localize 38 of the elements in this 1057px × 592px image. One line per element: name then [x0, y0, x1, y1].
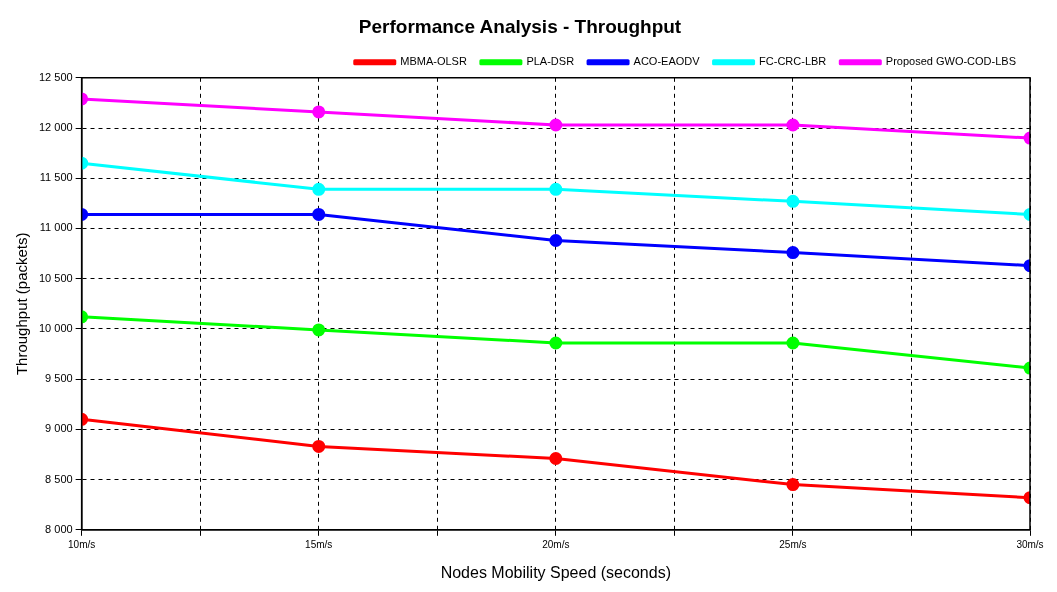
legend-label: MBMA-OLSR: [400, 55, 467, 68]
y-tick-label: 12 500: [38, 70, 73, 83]
point: [786, 118, 800, 132]
y-tick-label: 12 000: [38, 121, 73, 134]
point: [786, 336, 800, 350]
point: [549, 182, 563, 196]
x-tick-label: 10m/s: [68, 538, 96, 550]
y-tick-label: 9 500: [45, 372, 73, 385]
legend-label: ACO-EAODV: [633, 55, 701, 68]
legend-label: Proposed GWO-COD-LBS: [885, 55, 1016, 68]
point: [549, 451, 563, 465]
x-tick-label: 30m/s: [1016, 538, 1044, 550]
legend-label: FC-CRC-LBR: [759, 55, 827, 68]
point: [312, 439, 326, 453]
y-tick-label: 10 500: [38, 271, 73, 284]
y-tick-label: 10 000: [38, 321, 73, 334]
y-tick-label: 9 000: [45, 422, 73, 435]
point: [312, 105, 326, 119]
point: [312, 207, 326, 221]
point: [549, 234, 563, 248]
x-tick-label: 15m/s: [305, 538, 333, 550]
chart-title: Performance Analysis - Throughput: [358, 15, 682, 37]
y-axis-title: Throughput (packets): [13, 232, 31, 376]
y-tick-label: 11 500: [39, 171, 73, 184]
point: [786, 194, 800, 208]
x-axis-title: Nodes Mobility Speed (seconds): [440, 563, 671, 581]
point: [549, 118, 563, 132]
point: [312, 182, 326, 196]
point: [549, 336, 563, 350]
y-tick-label: 8 000: [45, 522, 73, 535]
y-tick-label: 8 500: [45, 472, 73, 485]
x-tick-label: 25m/s: [779, 538, 807, 550]
point: [786, 246, 800, 260]
legend-label: PLA-DSR: [526, 55, 575, 68]
point: [312, 323, 326, 337]
y-tick-label: 11 000: [39, 221, 73, 234]
point: [786, 478, 800, 492]
x-tick-label: 20m/s: [542, 538, 570, 550]
